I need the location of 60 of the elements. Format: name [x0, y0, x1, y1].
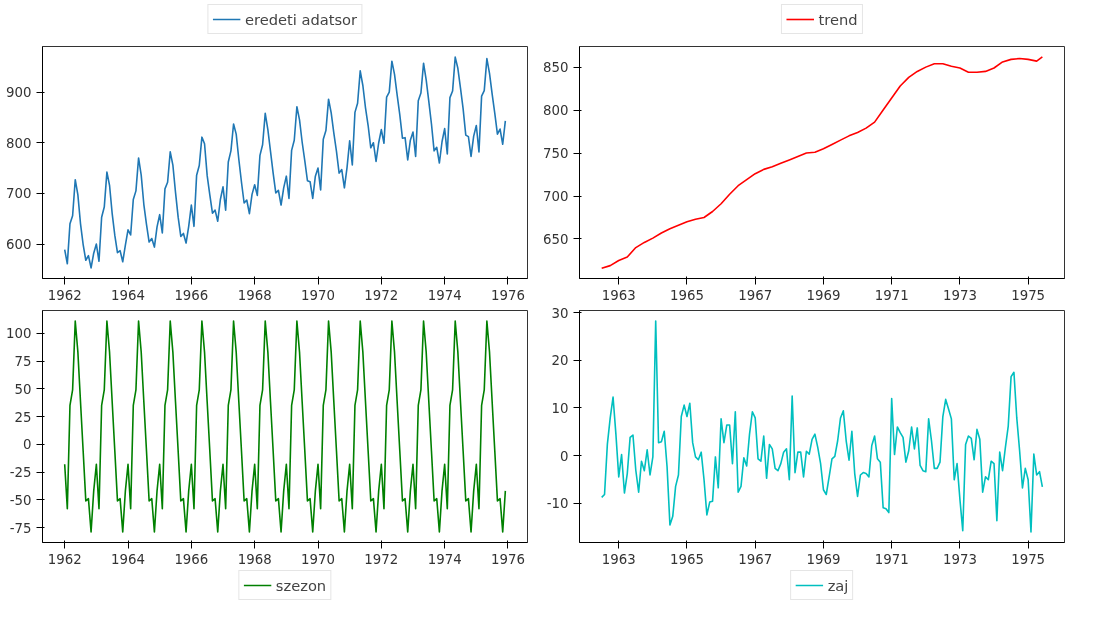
x-tick-label: 1968: [237, 287, 272, 303]
y-tick-label: 0: [560, 448, 569, 464]
y-tick-label: 800: [6, 135, 32, 151]
y-tick-label: -50: [9, 492, 32, 508]
x-tick-label: 1967: [738, 287, 773, 303]
legend-label: szezon: [275, 576, 327, 594]
x-tick-label: 1968: [237, 551, 272, 567]
y-tick-label: 700: [543, 189, 569, 205]
y-tick-label: 850: [543, 60, 569, 76]
y-tick-label: 600: [6, 237, 32, 253]
legend-label: eredeti adatsor: [244, 10, 358, 28]
x-tick-label: 1966: [174, 287, 209, 303]
y-tick-label: -75: [9, 520, 32, 536]
y-tick-label: 25: [14, 409, 32, 425]
x-tick-label: 1963: [601, 287, 636, 303]
x-tick-label: 1976: [491, 287, 525, 303]
y-tick-label: -10: [546, 496, 569, 512]
x-tick-label: 1965: [670, 551, 704, 567]
x-tick-label: 1971: [874, 287, 909, 303]
y-tick-label: 75: [14, 354, 32, 370]
x-tick-label: 1972: [364, 551, 399, 567]
x-tick-label: 1974: [427, 287, 462, 303]
x-tick-label: 1970: [301, 287, 335, 303]
y-tick-label: 100: [6, 326, 32, 342]
y-tick-label: 30: [551, 305, 569, 321]
x-tick-label: 1966: [174, 551, 209, 567]
y-tick-label: 700: [6, 186, 32, 202]
legend-label: trend: [818, 10, 858, 28]
x-tick-label: 1973: [942, 551, 977, 567]
x-tick-label: 1969: [806, 551, 841, 567]
y-tick-label: 50: [14, 381, 32, 397]
y-tick-label: 0: [23, 437, 32, 453]
x-tick-label: 1976: [491, 551, 525, 567]
x-tick-label: 1975: [1011, 551, 1046, 567]
x-tick-label: 1967: [738, 551, 773, 567]
legend-label: zaj: [827, 576, 849, 594]
x-tick-label: 1969: [806, 287, 841, 303]
y-tick-label: 900: [6, 85, 32, 101]
y-tick-label: -25: [9, 465, 32, 481]
line-series: [63, 56, 507, 269]
y-tick-label: 750: [543, 146, 569, 162]
y-tick-label: 650: [543, 231, 569, 247]
x-tick-label: 1975: [1011, 287, 1046, 303]
x-tick-label: 1970: [301, 551, 335, 567]
x-tick-label: 1965: [670, 287, 704, 303]
y-tick-label: 10: [551, 400, 569, 416]
x-tick-label: 1963: [601, 551, 636, 567]
line-series: [63, 320, 507, 533]
line-series: [600, 320, 1044, 533]
x-tick-label: 1964: [111, 287, 145, 303]
x-tick-label: 1964: [111, 551, 145, 567]
y-tick-label: 800: [543, 103, 569, 119]
line-series: [600, 56, 1044, 269]
x-tick-label: 1971: [874, 551, 909, 567]
x-tick-label: 1973: [942, 287, 977, 303]
x-tick-label: 1962: [47, 287, 82, 303]
x-tick-label: 1962: [47, 551, 82, 567]
x-tick-label: 1972: [364, 287, 399, 303]
y-tick-label: 20: [551, 353, 569, 369]
x-tick-label: 1974: [427, 551, 462, 567]
